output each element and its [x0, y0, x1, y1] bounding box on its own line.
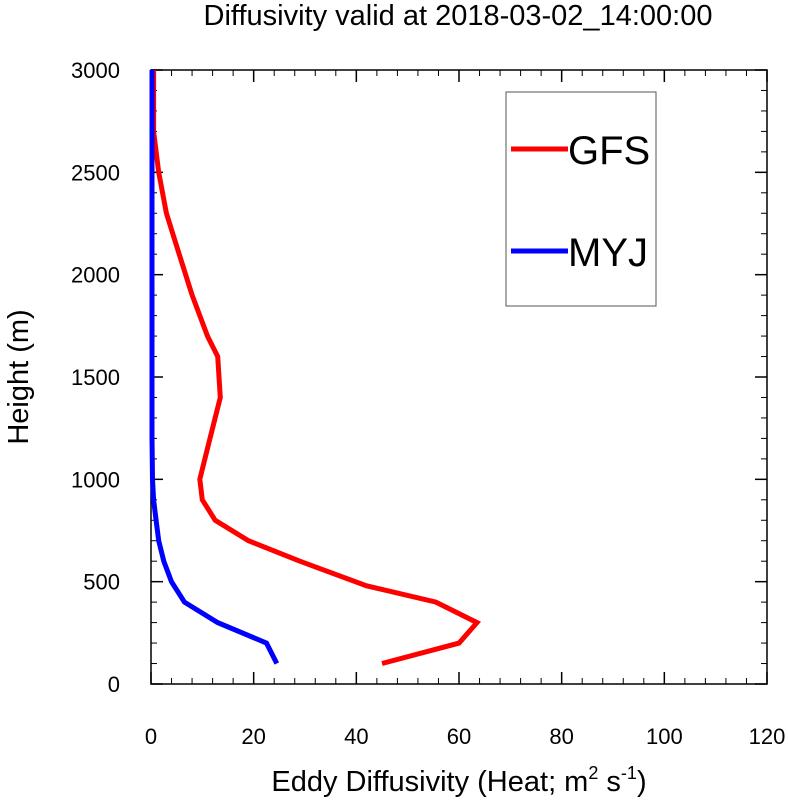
x-axis-label-mid: s [598, 766, 621, 798]
y-axis-label: Height (m) [3, 309, 35, 444]
series-line-myj [149, 70, 280, 665]
x-tick-label: 60 [447, 724, 471, 749]
x-tick-label: 20 [241, 724, 265, 749]
x-tick-label: 40 [344, 724, 368, 749]
x-tick-label: 120 [749, 724, 786, 749]
chart-title: Diffusivity valid at 2018-03-02_14:00:00 [204, 0, 713, 32]
y-tick-label: 3000 [71, 58, 120, 83]
legend-label-gfs: GFS [568, 129, 650, 173]
x-tick-label: 100 [646, 724, 683, 749]
x-tick-label: 0 [145, 724, 157, 749]
legend-box [505, 91, 657, 307]
y-tick-label: 1000 [71, 467, 120, 492]
plot-frame [150, 69, 768, 685]
x-axis-label-suffix: ) [637, 766, 647, 798]
legend-label-myj: MYJ [568, 231, 648, 275]
x-axis-label-sup1: 2 [588, 763, 598, 783]
y-tick-label: 1500 [71, 365, 120, 390]
y-tick-label: 2000 [71, 263, 120, 288]
series-line-gfs [151, 70, 482, 666]
x-tick-label: 80 [549, 724, 573, 749]
axis-ticks: 0 20 40 60 80 100 120 0 500 1000 1500 2000 2500 3000 [71, 58, 785, 749]
x-axis-label: Eddy Diffusivity (Heat; m2 s-1) [271, 763, 646, 798]
y-tick-label: 2500 [71, 160, 120, 185]
legend: GFS MYJ [505, 91, 657, 307]
x-axis-label-prefix: Eddy Diffusivity (Heat; m [271, 766, 588, 798]
y-tick-label: 500 [83, 570, 120, 595]
y-tick-label: 0 [108, 672, 120, 697]
x-axis-label-sup2: -1 [621, 763, 637, 783]
series-lines [149, 70, 482, 666]
